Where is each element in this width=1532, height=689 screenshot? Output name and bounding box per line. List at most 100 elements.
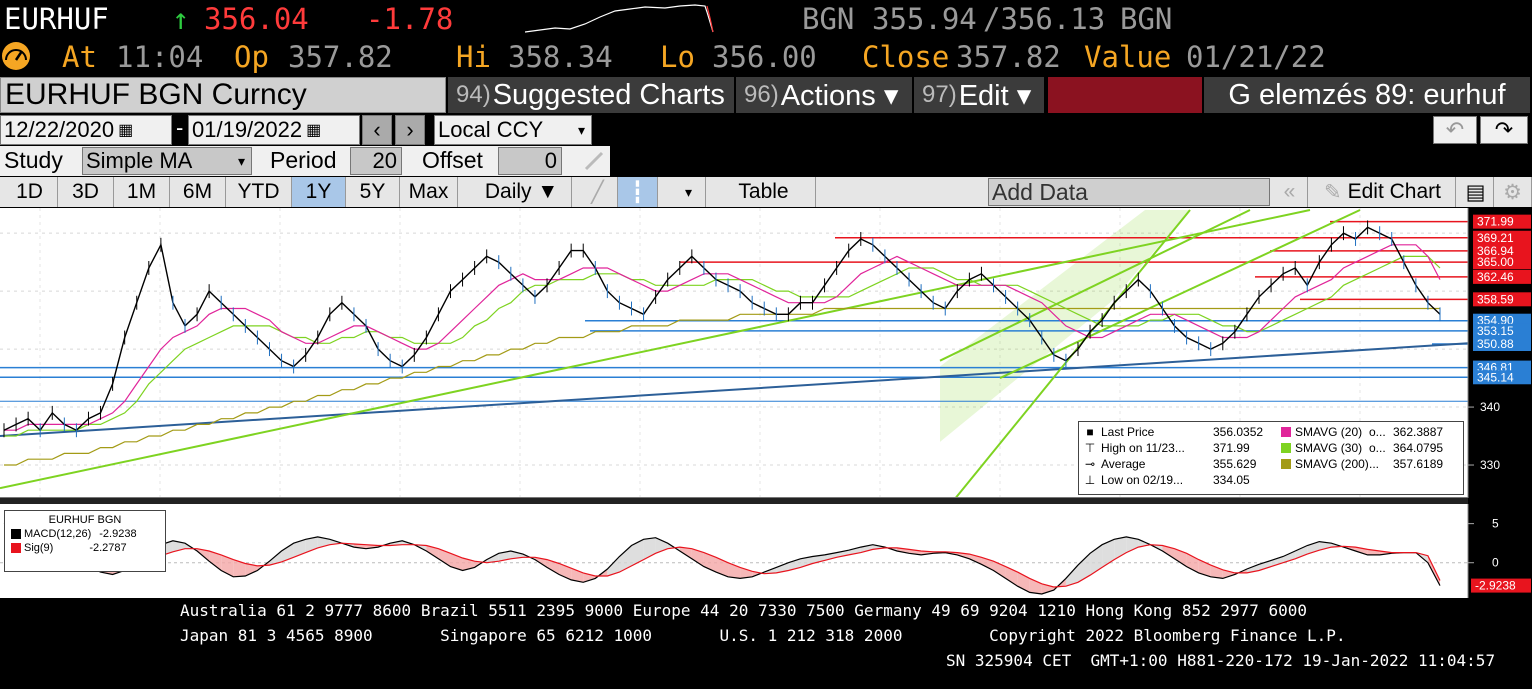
range-button-1m[interactable]: 1M: [114, 177, 170, 207]
macd-divergence-fill: [486, 553, 499, 563]
macd-divergence-fill: [281, 543, 294, 562]
legend-value: 355.629: [1213, 457, 1257, 471]
gear-icon[interactable]: ⚙: [1494, 177, 1532, 207]
chart-type-dropdown[interactable]: ▾: [672, 177, 706, 207]
start-date-value: 12/22/2020: [4, 117, 115, 142]
macd-divergence-fill: [233, 559, 246, 577]
suggested-charts-menu[interactable]: 94) Suggested Charts: [448, 77, 736, 113]
macd-divergence-fill: [1162, 545, 1175, 559]
ask-source: BGN: [1120, 2, 1173, 36]
range-button-3d[interactable]: 3D: [58, 177, 114, 207]
macd-divergence-fill: [293, 539, 306, 558]
legend-ma-value: 357.6189: [1393, 457, 1444, 471]
legend-ma-dots: o...: [1369, 441, 1386, 455]
trend-line: [0, 342, 1469, 438]
currency-select[interactable]: Local CCY ▾: [434, 115, 592, 145]
chart-title: G elemzés 89: eurhuf: [1204, 77, 1532, 113]
range-button-1y[interactable]: 1Y: [292, 177, 346, 207]
edit-chart-button[interactable]: ✎ Edit Chart: [1310, 177, 1456, 207]
range-button-6m[interactable]: 6M: [170, 177, 226, 207]
bar-chart-icon[interactable]: ┇: [618, 177, 658, 207]
range-button-ytd[interactable]: YTD: [226, 177, 292, 207]
legend-row: ⊤ High on 11/23... 371.99 SMAVG (30) o... 364…: [1079, 440, 1463, 456]
legend-value: 334.05: [1213, 473, 1250, 487]
macd-divergence-fill: [1029, 578, 1042, 594]
net-change: -1.78: [366, 2, 454, 36]
legend-value: 371.99: [1213, 441, 1250, 455]
macd-divergence-fill: [571, 568, 584, 583]
macd-divergence-fill: [619, 545, 632, 573]
line-chart-icon[interactable]: ╱: [578, 177, 618, 207]
prev-period-button[interactable]: ‹: [362, 115, 392, 145]
price-tag-label: 365.00: [1477, 255, 1514, 269]
macd-legend: EURHUF BGN MACD(12,26) -2.9238 Sig(9) -2…: [4, 510, 166, 572]
study-select[interactable]: Simple MA ▾: [82, 147, 252, 175]
price-tag-label: 350.88: [1477, 337, 1514, 351]
macd-divergence-fill: [245, 563, 258, 577]
macd-divergence-fill: [462, 558, 475, 571]
start-date-field[interactable]: 12/22/2020 ▦: [0, 115, 172, 145]
macd-divergence-fill: [450, 553, 463, 571]
pencil-icon[interactable]: [582, 149, 606, 173]
calendar-icon[interactable]: ▦: [118, 122, 134, 139]
study-label: Study: [4, 147, 63, 173]
period-input[interactable]: 20: [350, 147, 402, 175]
legend-value: 356.0352: [1213, 425, 1264, 439]
up-arrow-icon: ↑: [172, 2, 190, 36]
price-tag-label: 369.21: [1477, 231, 1514, 245]
value-label: Value: [1084, 40, 1172, 74]
low-label: Lo: [660, 40, 695, 74]
range-button-1d[interactable]: 1D: [2, 177, 58, 207]
price-tag-label: 345.14: [1477, 370, 1514, 384]
macd-divergence-fill: [547, 559, 560, 575]
pencil-icon: ✎: [1324, 180, 1342, 204]
legend-row: ⊸ Average 355.629 SMAVG (200)... 357.6189: [1079, 456, 1463, 472]
collapse-icon[interactable]: «: [1272, 177, 1308, 207]
frequency-select[interactable]: Daily ▼: [472, 177, 572, 207]
legend-ma-value: 362.3887: [1393, 425, 1444, 439]
macd-chart[interactable]: 5 0 -2.9238: [0, 504, 1532, 598]
price-tag-label: 371.99: [1477, 215, 1514, 229]
undo-button[interactable]: ↶: [1433, 116, 1477, 144]
end-date-field[interactable]: 01/19/2022 ▦: [188, 115, 360, 145]
open-label: Op: [234, 40, 269, 74]
edit-menu[interactable]: 97) Edit ▾: [914, 77, 1046, 113]
ask-price: /356.13: [983, 2, 1106, 36]
signal-swatch: [11, 543, 21, 553]
range-button-max[interactable]: Max: [400, 177, 458, 207]
legend-label: Average: [1101, 457, 1146, 471]
range-button-5y[interactable]: 5Y: [346, 177, 400, 207]
redo-button[interactable]: ↷: [1480, 116, 1528, 144]
chart-legend: ■ Last Price 356.0352 SMAVG (20) o... 362.388…: [1078, 421, 1464, 495]
ticker: EURHUF: [4, 2, 109, 36]
table-button[interactable]: Table: [712, 177, 816, 207]
macd-divergence-fill: [631, 539, 644, 566]
price-tag-label: 366.94: [1477, 244, 1514, 258]
macd-divergence-fill: [643, 537, 656, 560]
low-marker-icon: ⊥: [1084, 473, 1096, 487]
offset-input[interactable]: 0: [498, 147, 562, 175]
price-tag: [1473, 370, 1531, 385]
legend-swatch: [1281, 443, 1291, 453]
signal-label: Sig(9): [24, 542, 54, 554]
legend-label: Low on 02/19...: [1101, 473, 1184, 487]
low-price: 356.00: [712, 40, 817, 74]
bid-source: BGN: [802, 2, 855, 36]
at-time: 11:04: [116, 40, 204, 74]
channel-shade: [940, 210, 1190, 442]
macd-plot-area: [0, 504, 1468, 598]
add-data-field[interactable]: Add Data: [988, 178, 1270, 206]
security-field[interactable]: EURHUF BGN Curncy: [0, 77, 446, 113]
macd-divergence-fill: [679, 547, 692, 559]
actions-menu[interactable]: 96) Actions ▾: [736, 77, 914, 113]
chevron-down-icon: ▾: [237, 152, 245, 169]
price-tag: [1473, 255, 1531, 270]
macd-y-tick-label: 5: [1492, 517, 1499, 531]
calendar-icon[interactable]: ▦: [306, 122, 322, 139]
edit-number: 97): [922, 81, 957, 108]
y-tick-label: 340: [1480, 400, 1500, 414]
speedometer-icon[interactable]: [0, 40, 32, 72]
chart-settings-icon[interactable]: ▤: [1458, 177, 1494, 207]
next-period-button[interactable]: ›: [395, 115, 425, 145]
macd-divergence-fill: [1319, 541, 1332, 551]
